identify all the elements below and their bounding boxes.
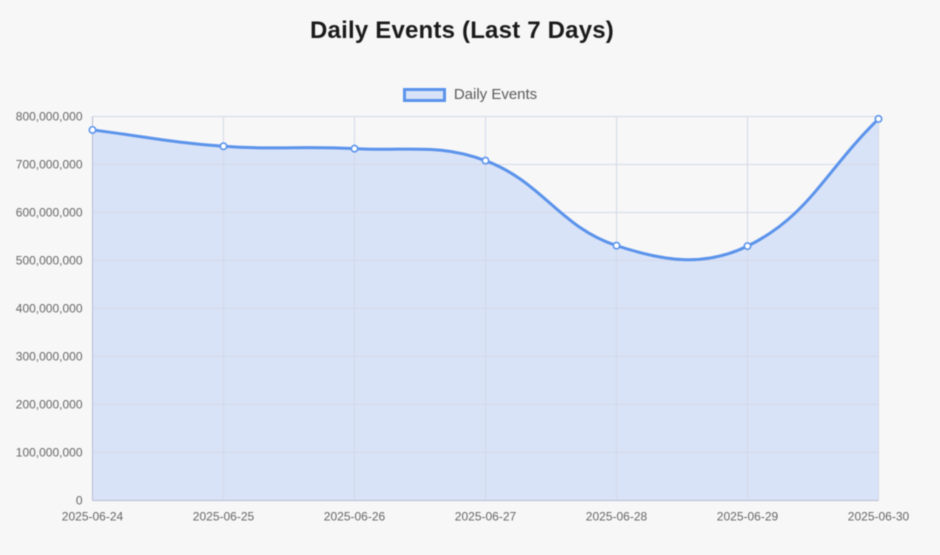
- svg-text:800,000,000: 800,000,000: [16, 110, 83, 124]
- svg-text:2025-06-28: 2025-06-28: [586, 510, 648, 524]
- svg-text:200,000,000: 200,000,000: [16, 398, 83, 412]
- svg-text:2025-06-29: 2025-06-29: [717, 510, 779, 524]
- svg-text:100,000,000: 100,000,000: [16, 446, 83, 460]
- svg-text:700,000,000: 700,000,000: [16, 158, 83, 172]
- svg-text:2025-06-30: 2025-06-30: [848, 510, 910, 524]
- svg-text:500,000,000: 500,000,000: [16, 254, 83, 268]
- svg-text:2025-06-26: 2025-06-26: [324, 510, 386, 524]
- svg-text:2025-06-25: 2025-06-25: [193, 510, 255, 524]
- svg-text:2025-06-27: 2025-06-27: [455, 510, 517, 524]
- svg-text:600,000,000: 600,000,000: [16, 206, 83, 220]
- svg-text:0: 0: [76, 494, 83, 508]
- svg-text:400,000,000: 400,000,000: [16, 302, 83, 316]
- svg-text:300,000,000: 300,000,000: [16, 350, 83, 364]
- svg-text:2025-06-24: 2025-06-24: [62, 510, 124, 524]
